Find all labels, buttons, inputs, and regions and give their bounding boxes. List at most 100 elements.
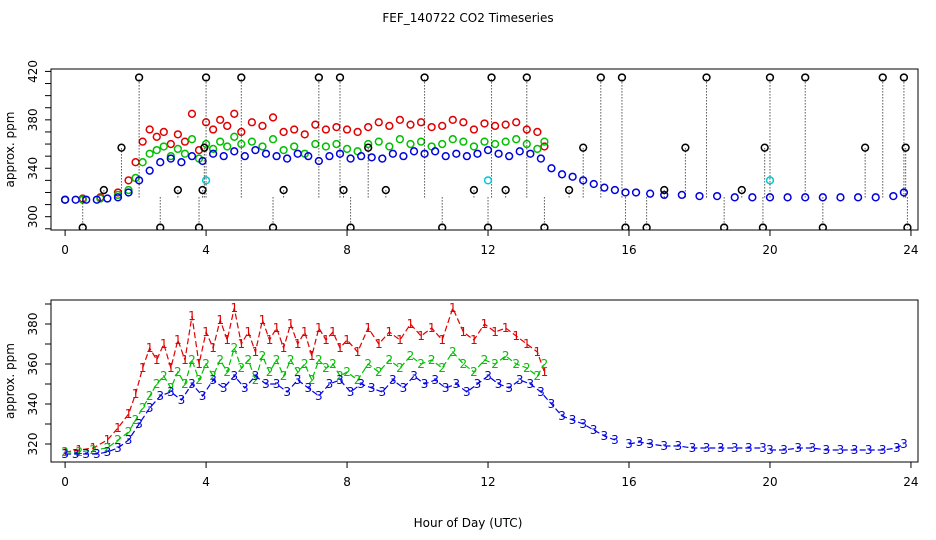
data-point — [279, 185, 288, 195]
series-marker: 2 — [146, 389, 154, 403]
data-point — [737, 185, 746, 195]
series-marker: 1 — [386, 325, 394, 339]
series-marker: 1 — [125, 407, 133, 421]
data-point — [557, 170, 567, 179]
series-marker: 3 — [178, 393, 186, 407]
series-marker: 3 — [865, 443, 873, 457]
x-tick-label: 12 — [480, 243, 495, 257]
series-marker: 1 — [329, 325, 337, 339]
x-tick-label: 24 — [903, 475, 918, 489]
data-point — [247, 137, 257, 146]
series-marker: 3 — [474, 377, 482, 391]
series-marker: 3 — [452, 377, 460, 391]
data-point — [268, 135, 278, 144]
series-marker: 2 — [160, 369, 168, 383]
data-point — [374, 118, 383, 127]
series-marker: 1 — [132, 387, 140, 401]
data-point — [522, 125, 531, 134]
y-axis-label: approx. ppm — [3, 112, 17, 188]
data-point — [138, 137, 147, 146]
data-point — [282, 154, 292, 163]
data-point — [818, 223, 827, 230]
plot-frame — [50, 299, 919, 463]
data-point — [480, 119, 489, 128]
data-point — [490, 121, 500, 131]
data-point — [501, 185, 510, 195]
series-marker: 3 — [689, 441, 697, 455]
data-point — [681, 143, 690, 152]
data-point — [272, 152, 281, 161]
y-tick-label: 300 — [26, 205, 40, 228]
data-point — [173, 144, 183, 154]
data-point — [730, 193, 739, 202]
data-point — [469, 142, 479, 151]
data-point — [589, 179, 598, 189]
data-point — [448, 115, 457, 124]
data-point — [332, 122, 341, 132]
series-marker: 1 — [259, 313, 267, 327]
series-marker: 3 — [368, 381, 376, 395]
data-point — [194, 223, 204, 230]
series-marker: 2 — [294, 365, 302, 379]
series-marker: 2 — [174, 365, 182, 379]
data-point — [124, 185, 133, 195]
series-marker: 2 — [125, 425, 133, 439]
data-point — [462, 152, 472, 161]
series-marker: 2 — [167, 381, 175, 395]
series-marker: 3 — [410, 369, 418, 383]
series-marker: 1 — [308, 349, 316, 363]
data-point — [92, 195, 101, 204]
series-marker: 2 — [322, 361, 330, 375]
series-marker: 3 — [636, 435, 644, 449]
data-point — [748, 193, 757, 202]
data-point — [219, 152, 228, 161]
data-point — [438, 121, 447, 131]
series-marker: 3 — [199, 389, 207, 403]
series-marker: 3 — [745, 441, 753, 455]
series-marker: 1 — [428, 321, 436, 335]
data-point — [596, 73, 605, 82]
series-marker: 1 — [252, 345, 260, 359]
y-tick-label: 380 — [26, 313, 40, 336]
data-point — [441, 152, 450, 161]
data-point — [610, 185, 620, 195]
data-point — [208, 144, 218, 154]
data-point — [695, 191, 704, 201]
series-marker: 2 — [523, 361, 531, 375]
series-marker: 2 — [386, 353, 394, 367]
data-point — [889, 191, 898, 201]
series-marker: 1 — [523, 337, 531, 351]
y-tick-label: 340 — [26, 393, 40, 416]
series-marker: 3 — [879, 443, 887, 457]
series-marker: 3 — [516, 373, 524, 387]
data-point — [427, 122, 436, 132]
data-point — [512, 135, 521, 144]
series-marker: 1 — [502, 321, 510, 335]
data-point — [540, 137, 549, 146]
data-point — [547, 164, 556, 173]
series-marker: 2 — [153, 377, 161, 391]
data-point — [230, 147, 239, 156]
data-point — [300, 130, 309, 139]
series-marker: 3 — [548, 397, 556, 411]
data-point — [765, 176, 775, 185]
series-marker: 1 — [181, 353, 189, 367]
data-point — [431, 147, 440, 156]
series-marker: 2 — [329, 357, 337, 371]
data-point — [145, 125, 154, 134]
data-point — [335, 73, 345, 82]
data-point — [469, 125, 479, 134]
series-marker: 2 — [354, 373, 362, 387]
series-marker: 3 — [526, 377, 534, 391]
series-marker: 3 — [61, 447, 69, 461]
data-point — [501, 137, 510, 146]
data-point — [346, 223, 355, 230]
data-point — [290, 142, 299, 151]
series-marker: 3 — [135, 417, 143, 431]
data-point — [579, 176, 588, 185]
series-marker: 2 — [481, 353, 489, 367]
data-point — [166, 154, 175, 163]
series-marker: 3 — [262, 377, 270, 391]
series-marker: 1 — [301, 325, 309, 339]
series-marker: 3 — [82, 447, 90, 461]
